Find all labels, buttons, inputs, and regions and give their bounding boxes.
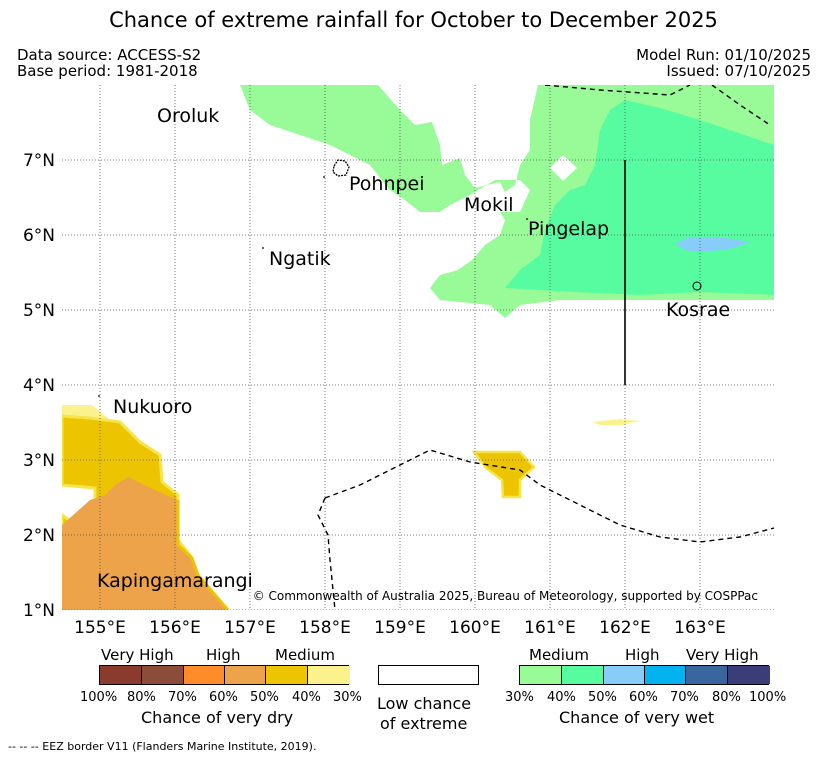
legend-wet-swatch xyxy=(520,666,562,684)
wet-high-patch xyxy=(675,237,750,252)
legend-wet-header-medium: Medium xyxy=(529,646,589,664)
legend-dry-header-high: High xyxy=(206,646,241,664)
label-mokil: Mokil xyxy=(464,194,514,216)
legend-dry-header-very-high: Very High xyxy=(101,646,174,664)
y-tick: 2°N xyxy=(23,526,55,546)
pingelap-dot xyxy=(526,218,528,220)
y-tick: 7°N xyxy=(23,151,55,171)
legend-wet-percent: 60% xyxy=(629,690,658,705)
legend-wet-percent: 30% xyxy=(505,690,534,705)
base-period: Base period: 1981-2018 xyxy=(17,62,198,80)
label-oroluk: Oroluk xyxy=(157,105,219,127)
copyright-notice: © Commonwealth of Australia 2025, Bureau… xyxy=(253,589,758,603)
legend-dry-percent: 50% xyxy=(250,690,279,705)
legend-wet-swatch xyxy=(645,666,686,684)
map-plot-area: Oroluk Pohnpei Mokil Pingelap Ngatik Kos… xyxy=(62,85,774,610)
label-pingelap: Pingelap xyxy=(528,218,609,240)
legend-dry-percent: 80% xyxy=(127,690,156,705)
dry-high-region xyxy=(62,477,228,610)
ngatik-dot xyxy=(262,247,264,249)
dry-high-edge xyxy=(176,500,230,610)
x-tick: 159°E xyxy=(374,618,426,638)
eez-border xyxy=(317,85,774,610)
y-tick: 4°N xyxy=(23,376,55,396)
legend-wet-header-very-high: Very High xyxy=(686,646,759,664)
legend-dry-swatch xyxy=(308,666,350,684)
x-tick: 163°E xyxy=(674,618,726,638)
y-tick: 3°N xyxy=(23,451,55,471)
legend-dry-swatch xyxy=(100,666,142,684)
legend-low-chance-swatch xyxy=(378,665,479,685)
x-tick: 158°E xyxy=(299,618,351,638)
y-tick: 6°N xyxy=(23,226,55,246)
legend-wet-colorbar xyxy=(519,665,770,685)
legend-dry-percent: 60% xyxy=(209,690,238,705)
legend-wet-percent: 40% xyxy=(547,690,576,705)
legend-wet-percent: 80% xyxy=(712,690,741,705)
y-tick: 5°N xyxy=(23,301,55,321)
data-source: Data source: ACCESS-S2 xyxy=(17,46,202,64)
legend-dry-swatch xyxy=(266,666,308,684)
label-kosrae: Kosrae xyxy=(666,299,730,321)
dry-medium-low-sliver xyxy=(592,419,640,425)
dry-medium-patch xyxy=(471,450,536,499)
legend-wet-swatch xyxy=(686,666,728,684)
legend-wet-percent: 100% xyxy=(749,690,787,705)
legend-low-caption-2: of extreme xyxy=(380,714,468,733)
kosrae-island xyxy=(692,281,702,291)
legend-wet-percent: 70% xyxy=(670,690,699,705)
legend-dry-percent: 70% xyxy=(168,690,197,705)
label-kapingamarangi: Kapingamarangi xyxy=(97,570,253,592)
legend-wet-percent: 50% xyxy=(588,690,617,705)
legend-dry-caption: Chance of very dry xyxy=(141,708,294,727)
y-tick: 1°N xyxy=(23,601,55,621)
pohnpei-dot xyxy=(323,176,325,178)
x-tick: 155°E xyxy=(74,618,126,638)
label-ngatik: Ngatik xyxy=(269,248,331,270)
pohnpei-island xyxy=(332,159,350,177)
legend-wet-caption: Chance of very wet xyxy=(559,708,715,727)
model-run: Model Run: 01/10/2025 xyxy=(636,46,811,64)
x-tick: 160°E xyxy=(449,618,501,638)
legend-wet-swatch xyxy=(562,666,604,684)
legend-dry-percent: 30% xyxy=(333,690,362,705)
y-axis-labels: 7°N 6°N 5°N 4°N 3°N 2°N 1°N xyxy=(23,151,55,621)
legend-dry-swatch xyxy=(225,666,266,684)
x-axis-labels: 155°E 156°E 157°E 158°E 159°E 160°E 161°… xyxy=(74,618,726,638)
legend-wet-header-high: High xyxy=(625,646,660,664)
x-tick: 162°E xyxy=(599,618,651,638)
issued-date: Issued: 07/10/2025 xyxy=(666,62,811,80)
nukuoro-dot xyxy=(98,395,100,397)
label-nukuoro: Nukuoro xyxy=(113,396,192,418)
map-title: Chance of extreme rainfall for October t… xyxy=(109,8,718,32)
x-tick: 161°E xyxy=(524,618,576,638)
label-pohnpei: Pohnpei xyxy=(349,173,425,195)
legend-wet-swatch xyxy=(604,666,645,684)
x-tick: 157°E xyxy=(224,618,276,638)
x-tick: 156°E xyxy=(149,618,201,638)
legend-low-caption-1: Low chance xyxy=(377,694,472,713)
legend-dry-percent: 100% xyxy=(80,690,118,705)
legend-dry-swatch xyxy=(142,666,184,684)
eez-border-note: -- -- -- EEZ border V11 (Flanders Marine… xyxy=(8,740,317,753)
legend-dry-swatch xyxy=(184,666,225,684)
low-chance-patch xyxy=(550,155,577,181)
legend-dry-colorbar xyxy=(99,665,350,685)
legend-dry-header-medium: Medium xyxy=(275,646,335,664)
legend-dry-percent: 40% xyxy=(292,690,321,705)
legend-wet-swatch xyxy=(728,666,770,684)
